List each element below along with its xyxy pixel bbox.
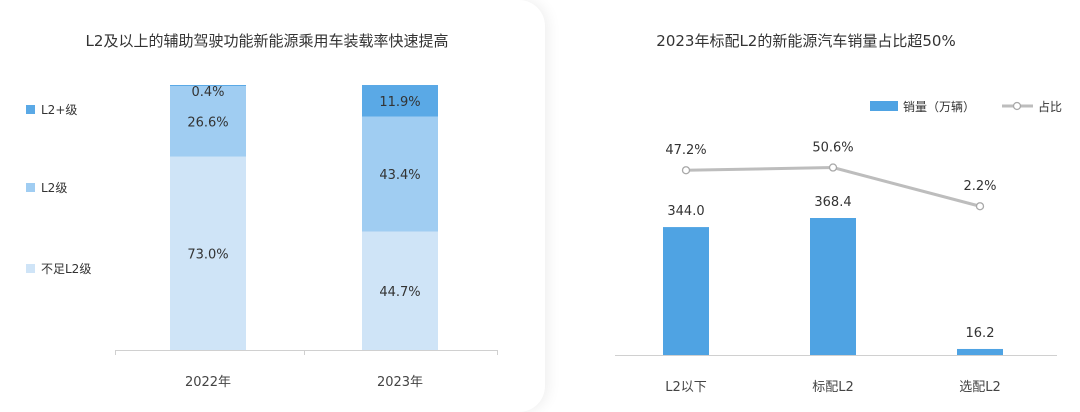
bar-segment bbox=[362, 231, 438, 350]
bar-segment bbox=[362, 116, 438, 232]
bar bbox=[663, 227, 709, 355]
bar-line-chart: 2023年标配L2的新能源汽车销量占比超50% 344.0 L2以下 368.4 标配… bbox=[615, 32, 1062, 395]
x-tick-label: L2以下 bbox=[665, 380, 707, 395]
legend-label: L2级 bbox=[41, 181, 67, 195]
legend-label-bar: 销量（万辆） bbox=[903, 100, 975, 114]
data-label: 11.9% bbox=[379, 95, 420, 110]
legend-swatch-bar bbox=[870, 101, 898, 111]
share-line-point bbox=[681, 166, 691, 175]
share-line-point bbox=[975, 202, 985, 211]
share-value-label: 2.2% bbox=[963, 179, 996, 194]
stacked-bar-chart: L2及以上的辅助驾驶功能新能源乘用车装载率快速提高 73.0% 26.6% 0.4%… bbox=[26, 32, 498, 390]
bar-value-label: 344.0 bbox=[667, 204, 704, 219]
left-chart-title: L2及以上的辅助驾驶功能新能源乘用车装载率快速提高 bbox=[86, 32, 449, 50]
share-value-label: 50.6% bbox=[812, 141, 853, 156]
data-label: 26.6% bbox=[187, 115, 228, 130]
right-chart-title: 2023年标配L2的新能源汽车销量占比超50% bbox=[656, 32, 955, 50]
share-line-point bbox=[828, 163, 838, 172]
legend-label: 不足L2级 bbox=[41, 262, 91, 276]
x-tick-label: 2023年 bbox=[377, 375, 423, 390]
legend-swatch bbox=[26, 183, 35, 192]
bar-segment bbox=[170, 85, 246, 87]
bar bbox=[810, 218, 856, 355]
legend-swatch bbox=[26, 264, 35, 273]
bar bbox=[957, 348, 1003, 355]
share-value-label: 47.2% bbox=[665, 143, 706, 158]
bar-value-label: 368.4 bbox=[814, 195, 851, 210]
data-label: 73.0% bbox=[187, 247, 228, 262]
data-label: 44.7% bbox=[379, 285, 420, 300]
x-tick-label: 选配L2 bbox=[959, 380, 1001, 395]
left-chart-panel: L2及以上的辅助驾驶功能新能源乘用车装载率快速提高 73.0% 26.6% 0.4%… bbox=[26, 32, 498, 390]
data-label: 43.4% bbox=[379, 168, 420, 183]
right-chart-panel: 2023年标配L2的新能源汽车销量占比超50% 344.0 L2以下 368.4 标配… bbox=[560, 0, 1080, 412]
data-label: 0.4% bbox=[191, 85, 224, 100]
legend-label-line: 占比 bbox=[1038, 99, 1062, 114]
bar-value-label: 16.2 bbox=[966, 326, 995, 341]
legend-label: L2+级 bbox=[41, 103, 77, 117]
x-tick-label: 标配L2 bbox=[812, 380, 854, 395]
bar-segment bbox=[170, 156, 246, 350]
legend-swatch-line-marker bbox=[1012, 101, 1022, 111]
x-tick-label: 2022年 bbox=[185, 375, 231, 390]
bar-segment bbox=[170, 86, 246, 157]
bar-segment bbox=[362, 85, 438, 117]
legend-swatch bbox=[26, 105, 35, 114]
